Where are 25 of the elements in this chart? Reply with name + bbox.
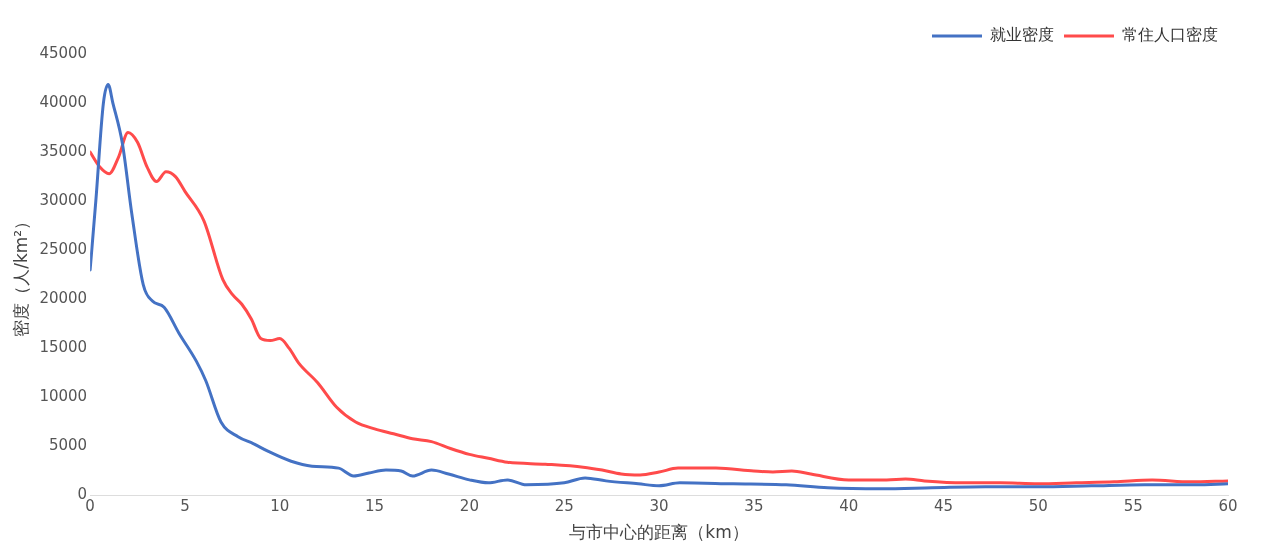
y-tick-label: 15000 — [39, 338, 88, 357]
x-tick-label: 10 — [270, 497, 290, 516]
x-tick-label: 35 — [744, 497, 764, 516]
y-tick-label: 45000 — [39, 43, 88, 62]
y-tick-label: 25000 — [39, 240, 88, 259]
x-tick-label: 5 — [180, 497, 190, 516]
x-tick-label: 55 — [1123, 497, 1143, 516]
x-tick-label: 25 — [554, 497, 574, 516]
x-tick-label: 15 — [365, 497, 385, 516]
x-tick-label: 50 — [1028, 497, 1048, 516]
x-tick-label: 60 — [1218, 497, 1238, 516]
x-tick-label: 45 — [933, 497, 954, 516]
y-tick-label: 5000 — [48, 436, 88, 455]
y-axis-title: 密度（人/km²） — [10, 212, 31, 337]
x-tick-label: 40 — [839, 497, 859, 516]
x-axis-title: 与市中心的距离（km） — [569, 522, 749, 543]
legend-label: 常住人口密度 — [1122, 25, 1218, 45]
x-tick-label: 30 — [649, 497, 669, 516]
legend-label: 就业密度 — [990, 25, 1054, 45]
y-tick-label: 40000 — [39, 92, 88, 111]
y-tick-label: 20000 — [39, 289, 88, 308]
y-tick-label: 30000 — [39, 191, 88, 210]
x-tick-label: 20 — [459, 497, 479, 516]
y-tick-label: 35000 — [39, 142, 88, 161]
y-tick-label: 10000 — [39, 387, 88, 406]
